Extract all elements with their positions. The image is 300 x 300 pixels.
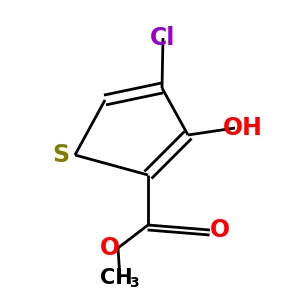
Text: OH: OH (223, 116, 263, 140)
Text: S: S (52, 143, 70, 167)
Text: O: O (210, 218, 230, 242)
Text: Cl: Cl (150, 26, 176, 50)
Text: CH: CH (100, 268, 132, 288)
Text: O: O (100, 236, 120, 260)
Text: 3: 3 (129, 276, 139, 290)
